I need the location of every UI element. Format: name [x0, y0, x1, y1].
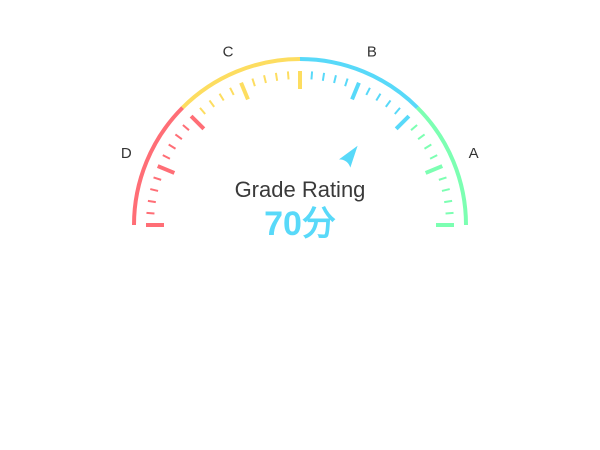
gauge-tick — [438, 176, 447, 181]
gauge-tick — [445, 211, 454, 215]
gauge-arc — [132, 57, 468, 226]
grade-label-b: B — [367, 43, 377, 60]
gauge-band-2 — [181, 57, 301, 110]
gauge-split-line — [350, 81, 361, 101]
gauge-tick — [385, 99, 392, 108]
gauge-tick — [410, 124, 418, 131]
gauge-value: 70分 — [264, 205, 336, 243]
gauge-tick — [153, 176, 162, 181]
gauge-tick — [218, 93, 225, 102]
gauge-tick — [441, 188, 450, 192]
gauge-tick — [168, 143, 177, 150]
gauge-split-line — [189, 114, 206, 131]
gauge-tick — [146, 211, 155, 215]
gauge-tick — [182, 124, 190, 131]
gauge-split-line — [239, 81, 250, 101]
gauge-tick — [147, 199, 156, 204]
gauge-ticks — [146, 71, 454, 227]
gauge-tick — [229, 87, 235, 96]
grade-label-d: D — [121, 145, 132, 162]
gauge-tick — [263, 75, 267, 84]
grade-label-a: A — [469, 145, 479, 162]
gauge-tick — [365, 87, 371, 96]
gauge-pointer — [339, 145, 358, 168]
grade-labels: D C B A — [121, 43, 479, 162]
gauge-tick — [375, 93, 382, 102]
gauge-title: Grade Rating — [235, 177, 366, 202]
gauge-tick — [394, 107, 401, 115]
gauge-tick — [423, 143, 432, 150]
gauge-tick — [286, 71, 290, 80]
gauge-tick — [417, 133, 426, 140]
gauge-tick — [251, 78, 256, 87]
gauge-tick — [310, 71, 314, 80]
gauge-band-1 — [132, 106, 185, 226]
gauge-tick — [150, 188, 159, 192]
gauge-tick — [274, 72, 279, 81]
gauge-tick — [429, 154, 438, 160]
grade-label-c: C — [223, 43, 234, 60]
gauge-tick — [444, 199, 453, 204]
gauge-tick — [199, 107, 206, 115]
gauge-pointer-group — [339, 145, 358, 168]
gauge-split-line — [394, 114, 411, 131]
gauge-band-3 — [299, 57, 419, 110]
gauge-tick — [321, 72, 326, 81]
gauge-tick — [344, 78, 349, 87]
gauge-tick — [162, 154, 171, 160]
gauge-split-line — [156, 164, 176, 175]
gauge-band-4 — [415, 106, 468, 226]
gauge-tick — [208, 99, 215, 108]
gauge-tick — [174, 133, 183, 140]
gauge-split-line — [424, 164, 444, 175]
gauge-tick — [333, 75, 337, 84]
